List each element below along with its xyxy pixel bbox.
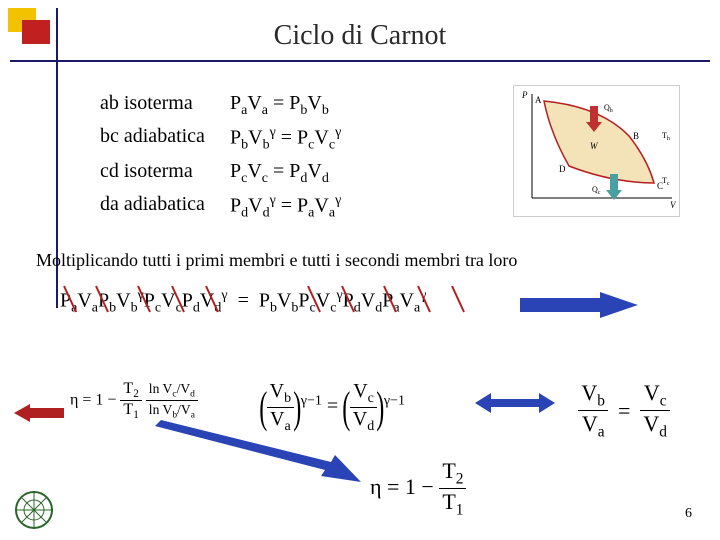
- svg-text:D: D: [559, 164, 566, 174]
- efficiency-log-equation: η = 1 − T2T1 ln Vc/Vdln Vb/Va: [70, 380, 198, 421]
- svg-text:B: B: [633, 131, 639, 141]
- svg-text:Qh: Qh: [604, 103, 613, 114]
- process-label: ab isoterma: [100, 92, 230, 119]
- svg-text:Tc: Tc: [662, 176, 670, 187]
- carnot-pv-diagram: PVABCDWQhQcThTc: [513, 85, 680, 217]
- blue-bidirectional-arrow: [475, 390, 555, 416]
- horizontal-rule: [10, 60, 710, 62]
- process-equation: PaVa = PbVb: [230, 92, 410, 119]
- university-logo: [14, 490, 54, 530]
- process-row: bc adiabaticaPbVbγ = PcVcγ: [100, 125, 410, 154]
- svg-text:P: P: [521, 90, 528, 100]
- process-row: da adiabaticaPdVdγ = PaVaγ: [100, 193, 410, 222]
- slide-title: Ciclo di Carnot: [0, 20, 720, 52]
- process-row: ab isotermaPaVa = PbVb: [100, 92, 410, 119]
- multiplication-note: Moltiplicando tutti i primi membri e tut…: [36, 250, 517, 271]
- process-equations-table: ab isotermaPaVa = PbVbbc adiabaticaPbVbγ…: [100, 92, 410, 227]
- process-equation: PcVc = PdVd: [230, 160, 410, 187]
- svg-text:A: A: [535, 95, 542, 105]
- svg-text:V: V: [670, 200, 677, 210]
- process-label: da adiabatica: [100, 193, 230, 222]
- page-number: 6: [685, 506, 692, 522]
- red-left-arrow: [14, 404, 64, 422]
- process-row: cd isotermaPcVc = PdVd: [100, 160, 410, 187]
- process-equation: PbVbγ = PcVcγ: [230, 125, 410, 154]
- efficiency-final-equation: η = 1 − T2T1: [370, 458, 466, 520]
- svg-text:Qc: Qc: [592, 185, 601, 196]
- process-label: cd isoterma: [100, 160, 230, 187]
- svg-text:Th: Th: [662, 131, 670, 142]
- volume-ratio-equation: VbVa = VcVd: [578, 380, 670, 442]
- process-equation: PdVdγ = PaVaγ: [230, 193, 410, 222]
- volume-gamma-equation: (VbVa)γ−1 = (VcVd)γ−1: [260, 380, 405, 435]
- implication-arrow-right: [520, 290, 640, 320]
- process-label: bc adiabatica: [100, 125, 230, 154]
